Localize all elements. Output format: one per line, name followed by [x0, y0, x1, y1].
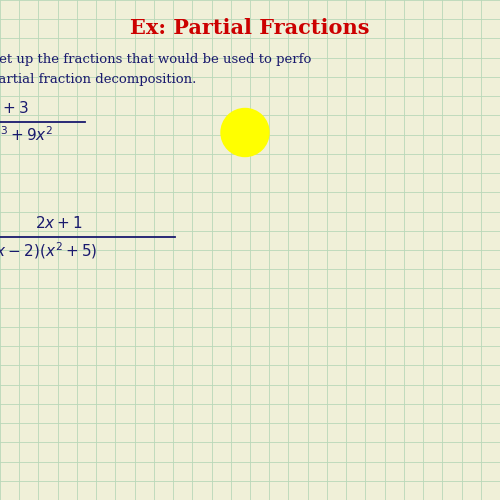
- Text: $(x - 2)(x^2 + 5)$: $(x - 2)(x^2 + 5)$: [0, 240, 98, 260]
- Text: Ex: Partial Fractions: Ex: Partial Fractions: [130, 18, 370, 38]
- Text: $2x + 1$: $2x + 1$: [35, 215, 82, 231]
- Text: $x^3 + 9x^2$: $x^3 + 9x^2$: [0, 125, 53, 144]
- Text: Set up the fractions that would be used to perfo: Set up the fractions that would be used …: [0, 52, 312, 66]
- Text: partial fraction decomposition.: partial fraction decomposition.: [0, 72, 196, 86]
- Text: $x + 3$: $x + 3$: [0, 100, 28, 116]
- Circle shape: [221, 108, 269, 156]
